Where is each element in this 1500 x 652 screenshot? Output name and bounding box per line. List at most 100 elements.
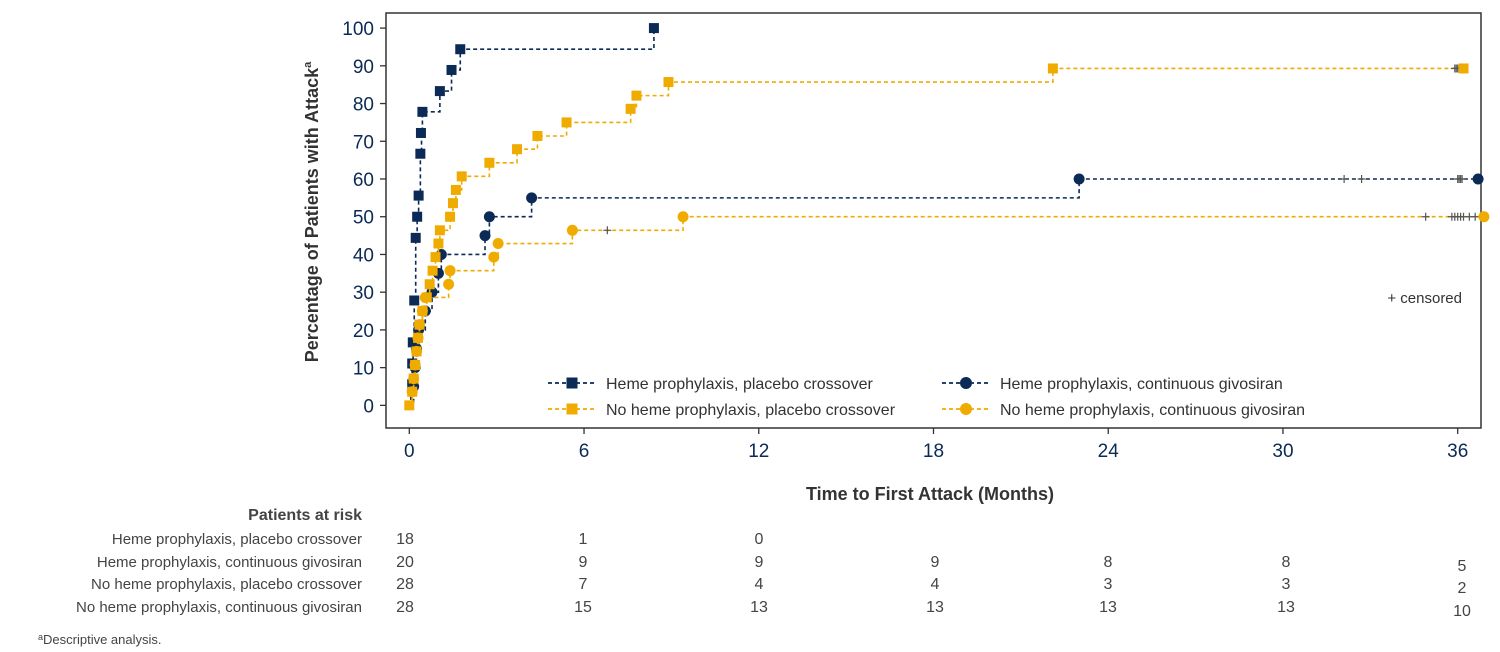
y-tick-label: 30 — [353, 283, 374, 304]
data-point — [424, 279, 435, 290]
risk-cell: 28 — [396, 576, 414, 593]
risk-cell: 13 — [750, 599, 768, 616]
data-point — [512, 144, 523, 155]
data-point — [631, 90, 642, 101]
risk-cell: 9 — [931, 554, 940, 571]
y-axis: 0 10 20 30 40 50 60 70 80 90 100 — [342, 19, 386, 417]
data-point — [412, 332, 424, 344]
y-tick-label: 80 — [353, 95, 374, 116]
censored-mark — [1340, 175, 1349, 183]
data-point — [447, 198, 458, 209]
risk-cell: 3 — [1104, 576, 1113, 593]
data-point — [413, 319, 425, 331]
series-1 — [407, 23, 659, 407]
data-point — [419, 291, 431, 303]
censored-mark — [603, 226, 612, 235]
data-point — [416, 305, 428, 317]
censored-mark — [1357, 175, 1366, 183]
legend-item: No heme prophylaxis, continuous givosira… — [942, 402, 1305, 419]
risk-cell: 5 — [1458, 558, 1467, 575]
data-point — [412, 211, 423, 222]
x-tick-label: 36 — [1447, 441, 1468, 462]
data-point — [566, 224, 578, 236]
legend-marker — [960, 403, 972, 415]
legend-label: Heme prophylaxis, placebo crossover — [606, 376, 873, 393]
data-point — [410, 232, 421, 243]
series-2 — [408, 173, 1484, 407]
data-point — [430, 252, 441, 263]
data-point — [677, 211, 689, 223]
data-point — [532, 130, 543, 141]
legend-item: No heme prophylaxis, placebo crossover — [548, 402, 896, 419]
data-point — [444, 265, 456, 277]
data-point — [456, 171, 467, 182]
data-point — [1047, 63, 1058, 74]
x-tick-label: 18 — [923, 441, 944, 462]
legend-label: No heme prophylaxis, placebo crossover — [606, 402, 896, 419]
risk-row-label: Heme prophylaxis, placebo crossover — [112, 531, 362, 548]
risk-cell: 18 — [396, 531, 414, 548]
legend-label: No heme prophylaxis, continuous givosira… — [1000, 402, 1305, 419]
risk-cell: 9 — [755, 554, 764, 571]
y-tick-label: 70 — [353, 132, 374, 153]
y-tick-label: 90 — [353, 57, 374, 78]
risk-row-label: Heme prophylaxis, continuous givosiran — [97, 554, 362, 571]
risk-cell: 0 — [755, 531, 764, 548]
data-point — [434, 225, 445, 236]
data-point — [415, 148, 426, 159]
x-tick-label: 12 — [748, 441, 769, 462]
data-point — [445, 211, 456, 222]
series-line — [409, 178, 1479, 407]
risk-cell: 3 — [1282, 576, 1291, 593]
risk-table-title: Patients at risk — [248, 507, 362, 524]
risk-cell: 7 — [579, 576, 588, 593]
series-3 — [404, 63, 1469, 411]
data-point — [409, 295, 420, 306]
data-point — [415, 127, 426, 138]
y-tick-label: 100 — [342, 19, 374, 40]
censored-mark — [1458, 175, 1467, 183]
data-point — [488, 251, 500, 263]
x-axis-label: Time to First Attack (Months) — [806, 484, 1054, 504]
data-point — [450, 184, 461, 195]
y-tick-label: 0 — [363, 396, 374, 417]
risk-cell: 13 — [1277, 599, 1295, 616]
data-point — [434, 86, 445, 97]
y-tick-label: 40 — [353, 245, 374, 266]
censored-mark — [1471, 212, 1480, 221]
risk-cell: 13 — [926, 599, 944, 616]
data-point — [446, 64, 457, 75]
y-tick-label: 10 — [353, 359, 374, 380]
series-layer — [404, 23, 1490, 411]
censored-note: + censored — [1387, 290, 1462, 307]
data-point — [408, 373, 420, 385]
risk-cell: 13 — [1099, 599, 1117, 616]
risk-cell: 4 — [931, 576, 940, 593]
footnote: aDescriptive analysis. — [38, 632, 162, 647]
risk-row-label: No heme prophylaxis, continuous givosira… — [76, 599, 362, 616]
risk-table: Patients at risk Heme prophylaxis, place… — [76, 507, 1471, 620]
data-point — [483, 211, 495, 223]
data-point — [417, 106, 428, 117]
data-point — [663, 77, 674, 88]
risk-cell: 4 — [755, 576, 764, 593]
data-point — [1073, 173, 1085, 185]
plot-frame — [385, 12, 1482, 429]
risk-cell: 1 — [579, 531, 588, 548]
data-point — [648, 23, 659, 34]
risk-cell: 8 — [1104, 554, 1113, 571]
y-tick-label: 20 — [353, 321, 374, 342]
series-line — [409, 67, 1464, 407]
data-point — [433, 238, 444, 249]
legend-marker — [566, 403, 578, 415]
legend-marker — [960, 377, 972, 389]
data-point — [427, 265, 438, 276]
data-point — [455, 44, 466, 55]
x-tick-label: 6 — [579, 441, 590, 462]
data-point — [479, 230, 491, 242]
y-tick-label: 50 — [353, 208, 374, 229]
data-point — [492, 238, 504, 250]
risk-row-label: No heme prophylaxis, placebo crossover — [91, 576, 362, 593]
x-axis: 0 6 12 18 24 30 36 — [404, 428, 1468, 462]
